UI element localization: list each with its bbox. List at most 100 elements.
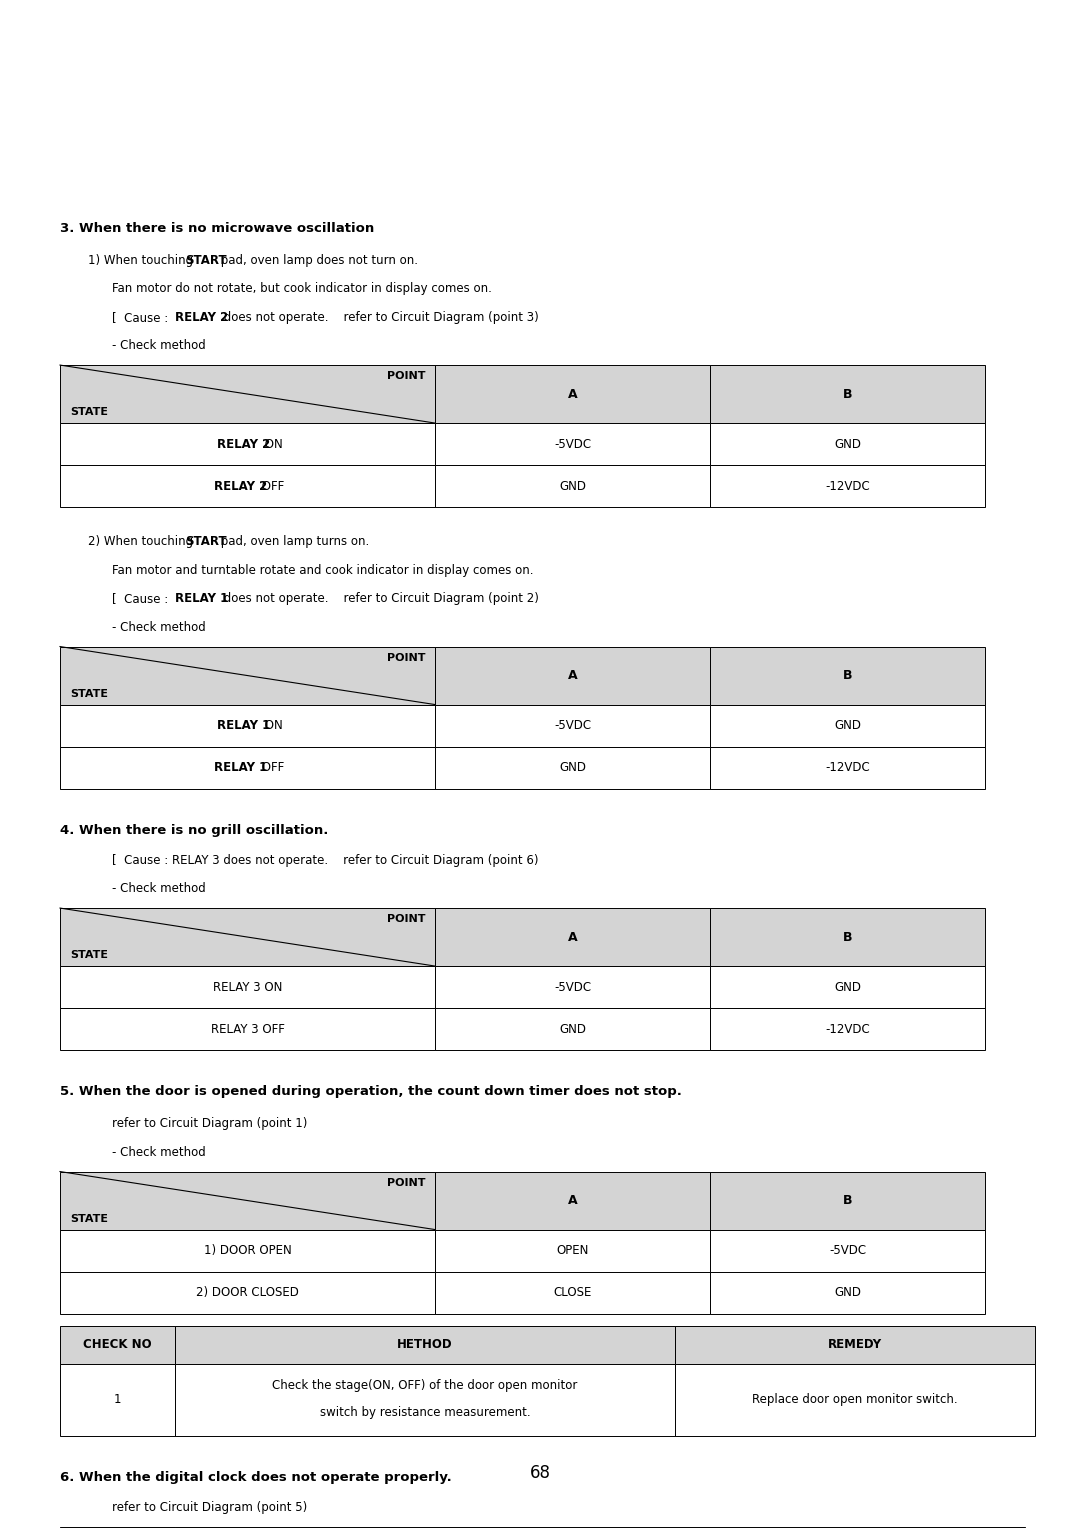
Text: START: START	[185, 254, 227, 266]
Text: HETHOD: HETHOD	[397, 1339, 453, 1351]
Text: POINT: POINT	[387, 652, 426, 663]
Text: CLOSE: CLOSE	[553, 1287, 592, 1299]
Text: -5VDC: -5VDC	[554, 981, 591, 993]
Text: GND: GND	[834, 981, 861, 993]
Text: POINT: POINT	[387, 371, 426, 380]
Text: STATE: STATE	[70, 950, 108, 960]
Text: [  Cause :: [ Cause :	[112, 310, 172, 324]
Bar	[710, 1271, 985, 1314]
Bar	[60, 966, 435, 1008]
Bar	[710, 908, 985, 966]
Text: does not operate.    refer to Circuit Diagram (point 2): does not operate. refer to Circuit Diagr…	[219, 591, 538, 605]
Text: B: B	[842, 388, 852, 400]
Text: B: B	[842, 931, 852, 944]
Text: RELAY 1: RELAY 1	[175, 591, 228, 605]
Text: 6. When the digital clock does not operate properly.: 6. When the digital clock does not opera…	[60, 1470, 451, 1484]
Bar	[435, 908, 710, 966]
Text: -12VDC: -12VDC	[825, 1022, 869, 1036]
Bar	[60, 908, 435, 966]
Text: pad, oven lamp turns on.: pad, oven lamp turns on.	[217, 535, 369, 549]
Text: OPEN: OPEN	[556, 1244, 589, 1258]
Text: [  Cause : RELAY 3 does not operate.    refer to Circuit Diagram (point 6): [ Cause : RELAY 3 does not operate. refe…	[112, 854, 539, 866]
Text: B: B	[842, 669, 852, 681]
Bar	[435, 1271, 710, 1314]
Text: A: A	[568, 1193, 578, 1207]
Text: GND: GND	[559, 480, 586, 492]
Bar	[435, 646, 710, 704]
Text: 1) When touching: 1) When touching	[87, 254, 197, 266]
Bar	[435, 465, 710, 507]
Bar	[435, 365, 710, 423]
Bar	[60, 1363, 175, 1436]
Bar	[60, 465, 435, 507]
Bar	[60, 365, 435, 423]
Text: RELAY 1: RELAY 1	[214, 761, 267, 775]
Text: RELAY 3 ON: RELAY 3 ON	[213, 981, 282, 993]
Text: RELAY 2: RELAY 2	[214, 480, 267, 492]
Bar	[60, 1008, 435, 1050]
Text: STATE: STATE	[70, 689, 108, 698]
Text: refer to Circuit Diagram (point 5): refer to Circuit Diagram (point 5)	[112, 1500, 307, 1514]
Text: GND: GND	[559, 1022, 586, 1036]
Bar	[675, 1363, 1035, 1436]
Text: STATE: STATE	[70, 406, 108, 417]
Bar	[60, 646, 435, 704]
Bar	[435, 1008, 710, 1050]
Text: -5VDC: -5VDC	[829, 1244, 866, 1258]
Bar	[710, 365, 985, 423]
Bar	[175, 1363, 675, 1436]
Text: -5VDC: -5VDC	[554, 437, 591, 451]
Text: Check the stage(ON, OFF) of the door open monitor: Check the stage(ON, OFF) of the door ope…	[272, 1380, 578, 1392]
Text: switch by resistance measurement.: switch by resistance measurement.	[320, 1406, 530, 1420]
Text: - Check method: - Check method	[112, 339, 206, 351]
Bar	[435, 423, 710, 465]
Text: POINT: POINT	[387, 914, 426, 924]
Bar	[60, 1172, 435, 1230]
Text: [  Cause :: [ Cause :	[112, 591, 172, 605]
Bar	[175, 1326, 675, 1363]
Text: OFF: OFF	[258, 480, 285, 492]
Bar	[710, 1172, 985, 1230]
Text: Replace door open monitor switch.: Replace door open monitor switch.	[752, 1394, 958, 1406]
Text: 5. When the door is opened during operation, the count down timer does not stop.: 5. When the door is opened during operat…	[60, 1085, 681, 1099]
Text: - Check method: - Check method	[112, 882, 206, 895]
Text: POINT: POINT	[387, 1178, 426, 1187]
Bar	[435, 1230, 710, 1271]
Bar	[60, 1271, 435, 1314]
Text: A: A	[568, 931, 578, 944]
Bar	[435, 966, 710, 1008]
Bar	[675, 1326, 1035, 1363]
Text: B: B	[842, 1193, 852, 1207]
Bar	[710, 646, 985, 704]
Text: Fan motor do not rotate, but cook indicator in display comes on.: Fan motor do not rotate, but cook indica…	[112, 283, 491, 295]
Text: OFF: OFF	[258, 761, 285, 775]
Bar	[60, 1230, 435, 1271]
Text: ON: ON	[261, 437, 283, 451]
Bar	[710, 747, 985, 788]
Text: -5VDC: -5VDC	[554, 720, 591, 732]
Text: STATE: STATE	[70, 1213, 108, 1224]
Text: GND: GND	[834, 720, 861, 732]
Text: A: A	[568, 669, 578, 681]
Text: GND: GND	[834, 1287, 861, 1299]
Text: 3. When there is no microwave oscillation: 3. When there is no microwave oscillatio…	[60, 222, 375, 235]
Text: RELAY 1: RELAY 1	[217, 720, 270, 732]
Bar	[60, 704, 435, 747]
Text: RELAY 3 OFF: RELAY 3 OFF	[211, 1022, 284, 1036]
Bar	[60, 747, 435, 788]
Text: -12VDC: -12VDC	[825, 480, 869, 492]
Text: RELAY 2: RELAY 2	[217, 437, 270, 451]
Bar	[710, 1008, 985, 1050]
Text: - Check method: - Check method	[112, 620, 206, 634]
Text: does not operate.    refer to Circuit Diagram (point 3): does not operate. refer to Circuit Diagr…	[219, 310, 538, 324]
Text: A: A	[568, 388, 578, 400]
Text: 2) DOOR CLOSED: 2) DOOR CLOSED	[197, 1287, 299, 1299]
Bar	[60, 1326, 175, 1363]
Text: ON: ON	[261, 720, 283, 732]
Text: REMEDY: REMEDY	[828, 1339, 882, 1351]
Text: -12VDC: -12VDC	[825, 761, 869, 775]
Bar	[710, 1230, 985, 1271]
Bar	[60, 423, 435, 465]
Text: refer to Circuit Diagram (point 1): refer to Circuit Diagram (point 1)	[112, 1117, 308, 1131]
Text: CHECK NO: CHECK NO	[83, 1339, 152, 1351]
